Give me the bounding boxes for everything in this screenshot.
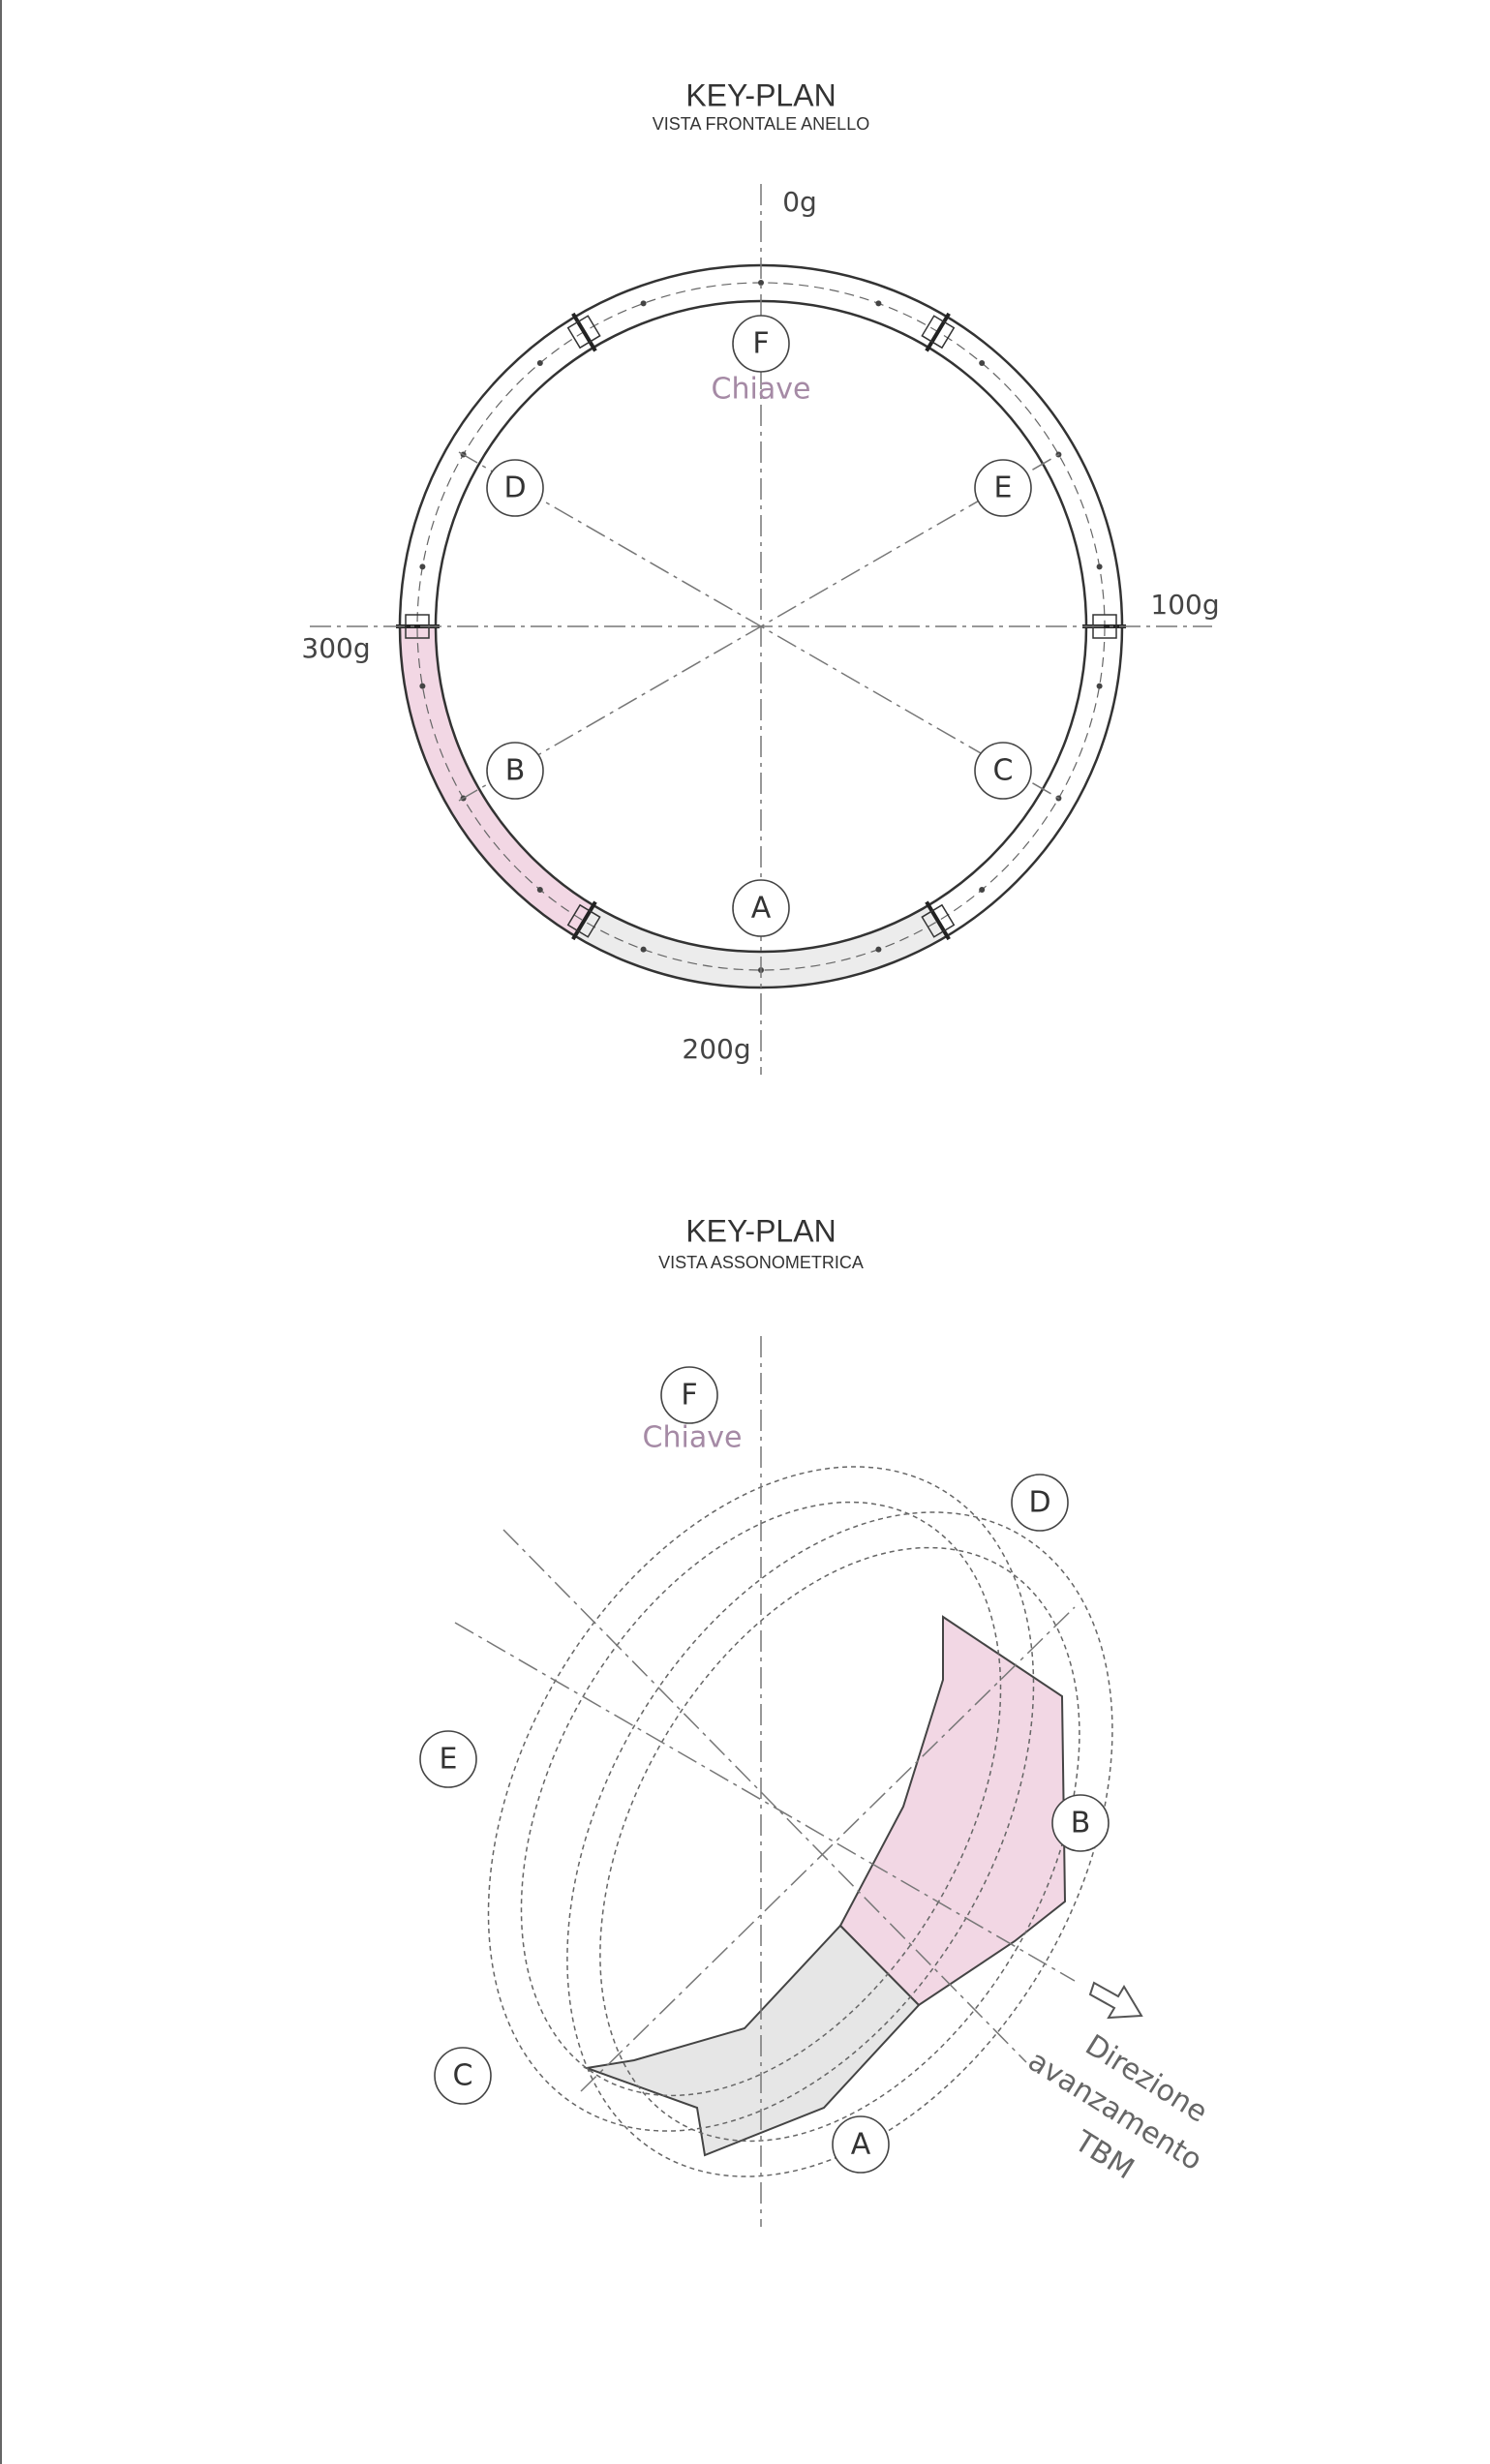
axonometric-view: KEY-PLAN VISTA ASSONOMETRICA F D E B C A bbox=[377, 1213, 1232, 2272]
bolt bbox=[1097, 684, 1103, 689]
bolt bbox=[537, 887, 543, 893]
key-label: Chiave bbox=[643, 1421, 743, 1455]
bolt bbox=[641, 947, 647, 953]
subtitle: VISTA FRONTALE ANELLO bbox=[653, 114, 869, 134]
segment-label: C bbox=[453, 2059, 473, 2093]
segment-label: F bbox=[752, 327, 769, 361]
front-view: KEY-PLAN VISTA FRONTALE ANELLO 0g 100g 2… bbox=[301, 77, 1219, 1075]
bolt bbox=[641, 300, 647, 306]
bolt bbox=[979, 887, 985, 893]
bolt bbox=[875, 947, 881, 953]
bolt bbox=[537, 360, 543, 366]
bolt bbox=[419, 684, 425, 689]
bolt bbox=[419, 563, 425, 569]
title: KEY-PLAN bbox=[685, 1213, 836, 1248]
angle-label: 100g bbox=[1150, 589, 1219, 621]
segment-label: A bbox=[851, 2128, 871, 2162]
segment-label: D bbox=[503, 472, 526, 505]
segment-label: E bbox=[994, 472, 1013, 505]
drawing-sheet: KEY-PLAN VISTA FRONTALE ANELLO 0g 100g 2… bbox=[0, 0, 1490, 2464]
segment-label: B bbox=[1071, 1807, 1091, 1840]
angle-label: 200g bbox=[682, 1033, 750, 1065]
segment-label: F bbox=[681, 1379, 697, 1413]
bolt bbox=[1097, 563, 1103, 569]
subtitle: VISTA ASSONOMETRICA bbox=[658, 1253, 864, 1272]
segment-b bbox=[840, 1617, 1065, 2005]
bolt bbox=[979, 360, 985, 366]
title: KEY-PLAN bbox=[685, 77, 836, 112]
segment-label: A bbox=[751, 892, 772, 926]
angle-label: 0g bbox=[782, 186, 817, 218]
bolt bbox=[875, 300, 881, 306]
angle-label: 300g bbox=[301, 632, 370, 664]
segment-label: E bbox=[440, 1743, 458, 1777]
segment-label: D bbox=[1028, 1486, 1050, 1520]
segment-label: C bbox=[993, 754, 1014, 788]
key-label: Chiave bbox=[712, 373, 811, 407]
segment-label: B bbox=[505, 754, 526, 788]
direction-arrow bbox=[1090, 1983, 1141, 2018]
